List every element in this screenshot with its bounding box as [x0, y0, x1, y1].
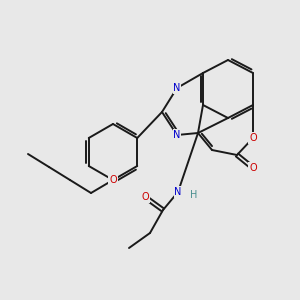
Text: N: N [174, 187, 182, 197]
Text: O: O [109, 175, 117, 185]
Text: N: N [173, 83, 181, 93]
Text: N: N [173, 130, 181, 140]
Text: O: O [141, 192, 149, 202]
Text: O: O [249, 133, 257, 143]
Text: O: O [249, 163, 257, 173]
Text: H: H [190, 190, 198, 200]
